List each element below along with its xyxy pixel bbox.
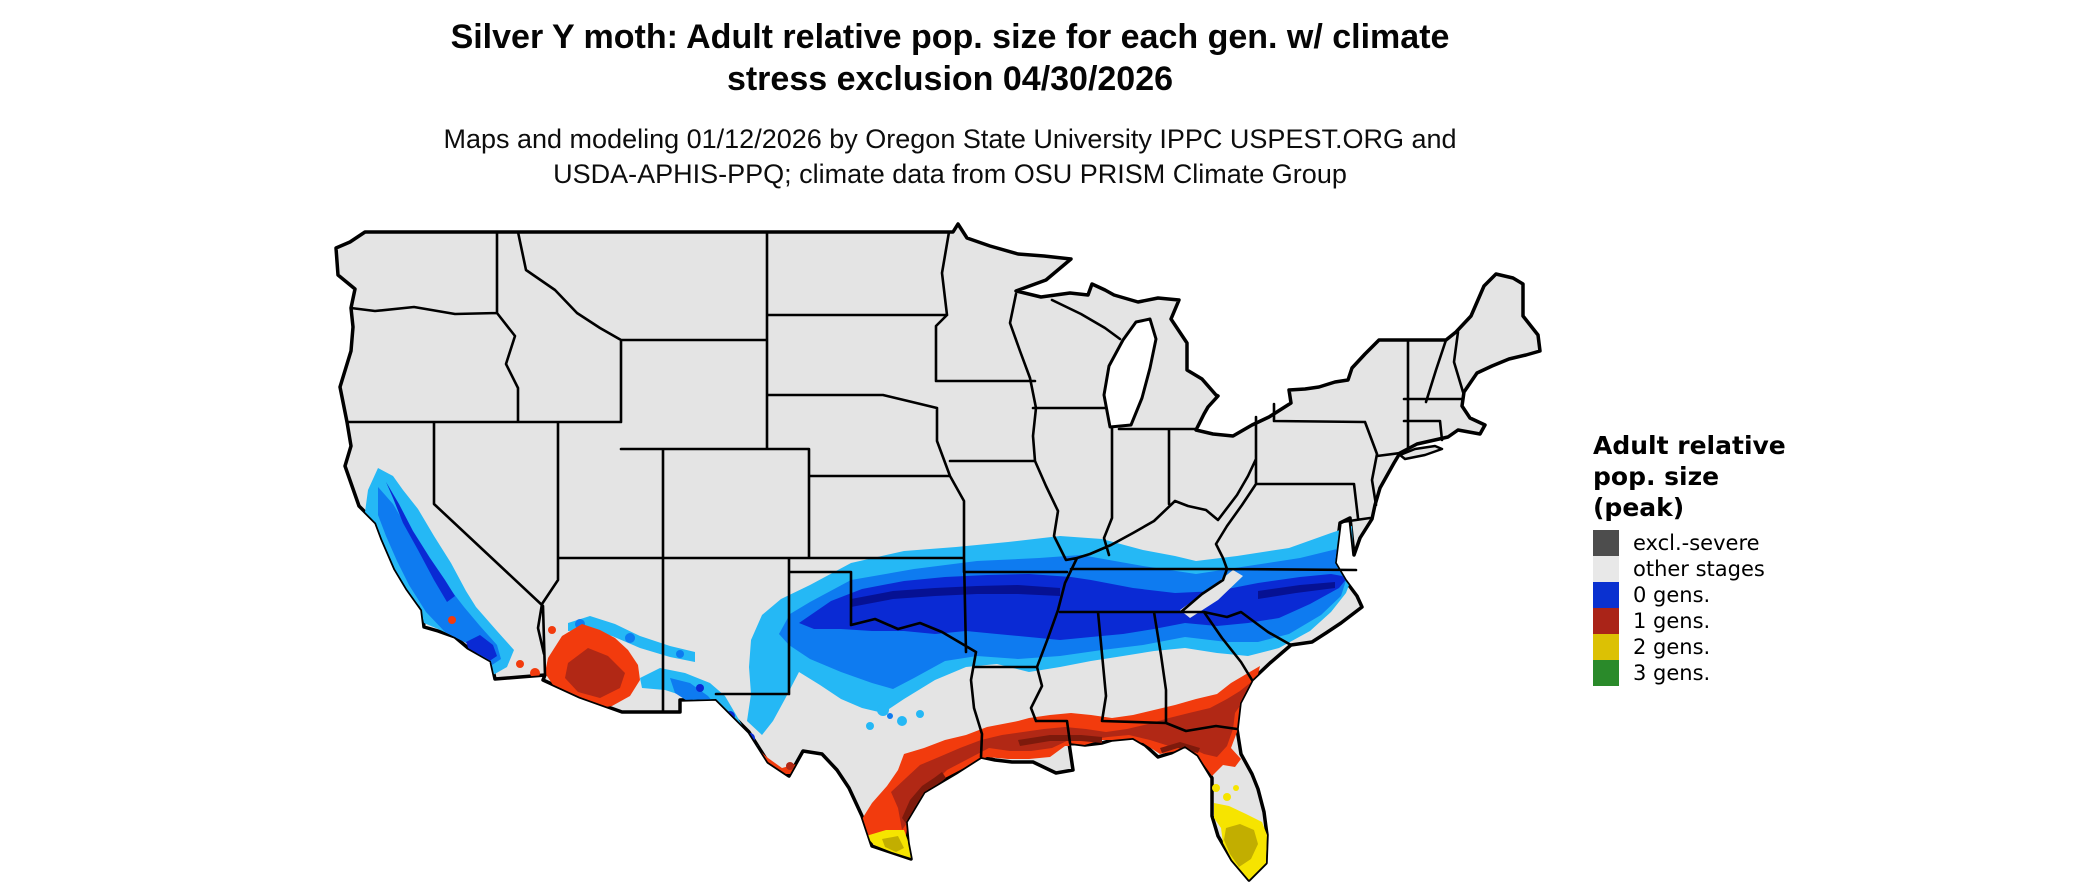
legend-title-line2: pop. size xyxy=(1593,462,1720,491)
figure-title-line2: stress exclusion 04/30/2026 xyxy=(726,60,1174,98)
long-island xyxy=(1398,444,1444,461)
legend-item-0-gens: 0 gens. xyxy=(1593,582,1786,608)
overlay-appalachian-gap xyxy=(1180,570,1243,618)
overlay-0gens-speck xyxy=(897,716,907,726)
overlay-0gens-speck xyxy=(916,710,924,718)
legend-swatch-1-gens xyxy=(1593,608,1619,634)
overlay-2gens-speck xyxy=(1217,805,1223,811)
state-borders xyxy=(345,230,1465,759)
us-map xyxy=(334,222,1542,882)
overlay-2gens-florida-peak xyxy=(1224,824,1258,867)
figure-subtitle-line2: USDA-APHIS-PPQ; climate data from OSU PR… xyxy=(553,159,1347,189)
legend-swatch-3-gens xyxy=(1593,660,1619,686)
legend-swatch-other-stages xyxy=(1593,556,1619,582)
legend-item-3-gens: 3 gens. xyxy=(1593,660,1786,686)
overlay-1gens-speck xyxy=(786,762,794,770)
legend-label-1-gens: 1 gens. xyxy=(1633,609,1711,633)
legend-title-line3: (peak) xyxy=(1593,493,1685,522)
overlay-0gens-speck xyxy=(725,711,735,721)
overlay-0gens-speck xyxy=(877,704,889,716)
legend-item-1-gens: 1 gens. xyxy=(1593,608,1786,634)
overlay-0gens-speck xyxy=(887,713,893,719)
legend-items: excl.-severe other stages 0 gens. 1 gens… xyxy=(1593,530,1786,686)
lake-michigan xyxy=(1102,317,1158,429)
overlay-0gens-south-band-peak xyxy=(851,582,1335,607)
overlay-2gens-speck xyxy=(1212,784,1220,792)
figure-title: Silver Y moth: Adult relative pop. size … xyxy=(451,16,1450,100)
legend-title-line1: Adult relative xyxy=(1593,431,1786,460)
legend-label-other-stages: other stages xyxy=(1633,557,1765,581)
overlay-0gens-california-main xyxy=(386,482,497,664)
overlay-1gens-speck xyxy=(548,626,556,634)
legend-swatch-excl-severe xyxy=(1593,530,1619,556)
legend-title: Adult relative pop. size (peak) xyxy=(1593,430,1786,523)
legend-item-excl-severe: excl.-severe xyxy=(1593,530,1786,556)
legend-label-excl-severe: excl.-severe xyxy=(1633,531,1760,555)
overlay-2gens-speck xyxy=(1223,793,1231,801)
overlay-1gens-arizona-main xyxy=(565,648,625,698)
legend-label-0-gens: 0 gens. xyxy=(1633,583,1711,607)
overlay-1gens-gulf-band-fringe xyxy=(862,666,1260,838)
figure-subtitle-line1: Maps and modeling 01/12/2026 by Oregon S… xyxy=(443,124,1457,154)
legend-swatch-2-gens xyxy=(1593,634,1619,660)
figure-title-line1: Silver Y moth: Adult relative pop. size … xyxy=(450,18,1450,56)
map-legend: Adult relative pop. size (peak) excl.-se… xyxy=(1593,430,1786,686)
legend-swatch-0-gens xyxy=(1593,582,1619,608)
legend-item-2-gens: 2 gens. xyxy=(1593,634,1786,660)
overlay-0gens-speck xyxy=(866,722,874,730)
overlay-1gens-speck xyxy=(530,668,540,678)
overlay-0gens-speck xyxy=(696,684,704,692)
overlay-2gens-speck xyxy=(1233,785,1239,791)
overlay-0gens-speck xyxy=(676,650,684,658)
overlay-1gens-gulf-band-main xyxy=(891,683,1250,830)
overlay-2gens-south-texas-peak xyxy=(882,836,904,852)
overlay-1gens-speck xyxy=(448,616,456,624)
legend-item-other-stages: other stages xyxy=(1593,556,1786,582)
overlay-1gens-speck xyxy=(516,660,524,668)
legend-label-3-gens: 3 gens. xyxy=(1633,661,1711,685)
overlay-0gens-speck xyxy=(625,633,635,643)
figure-subtitle: Maps and modeling 01/12/2026 by Oregon S… xyxy=(443,122,1456,192)
legend-label-2-gens: 2 gens. xyxy=(1633,635,1711,659)
